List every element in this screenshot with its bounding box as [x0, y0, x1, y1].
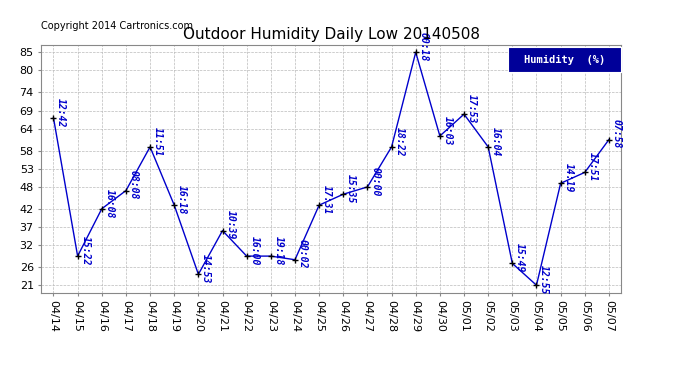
Text: 08:08: 08:08: [129, 170, 139, 200]
Text: 15:49: 15:49: [515, 243, 525, 273]
Text: 12:55: 12:55: [540, 265, 549, 294]
Text: 00:00: 00:00: [371, 167, 380, 196]
Text: 14:19: 14:19: [564, 163, 573, 192]
Text: 00:18: 00:18: [419, 32, 428, 62]
Text: 19:18: 19:18: [274, 236, 284, 265]
Text: 15:22: 15:22: [81, 236, 90, 265]
Text: 16:04: 16:04: [491, 127, 501, 156]
Text: 12:42: 12:42: [57, 98, 66, 127]
Text: 17:51: 17:51: [588, 152, 598, 182]
Text: 18:22: 18:22: [395, 127, 404, 156]
Text: 00:02: 00:02: [298, 240, 308, 269]
Text: 17:53: 17:53: [467, 94, 477, 123]
Text: 07:58: 07:58: [612, 119, 622, 149]
Text: 10:39: 10:39: [226, 210, 235, 240]
Text: 17:31: 17:31: [322, 185, 332, 214]
Text: 16:18: 16:18: [177, 185, 187, 214]
Text: 14:53: 14:53: [201, 254, 211, 284]
Text: 11:51: 11:51: [153, 127, 163, 156]
Text: 15:35: 15:35: [346, 174, 356, 203]
Text: 16:03: 16:03: [443, 116, 453, 145]
Text: Copyright 2014 Cartronics.com: Copyright 2014 Cartronics.com: [41, 21, 193, 31]
Title: Outdoor Humidity Daily Low 20140508: Outdoor Humidity Daily Low 20140508: [183, 27, 480, 42]
Text: 16:08: 16:08: [105, 189, 115, 218]
Text: 16:00: 16:00: [250, 236, 259, 265]
